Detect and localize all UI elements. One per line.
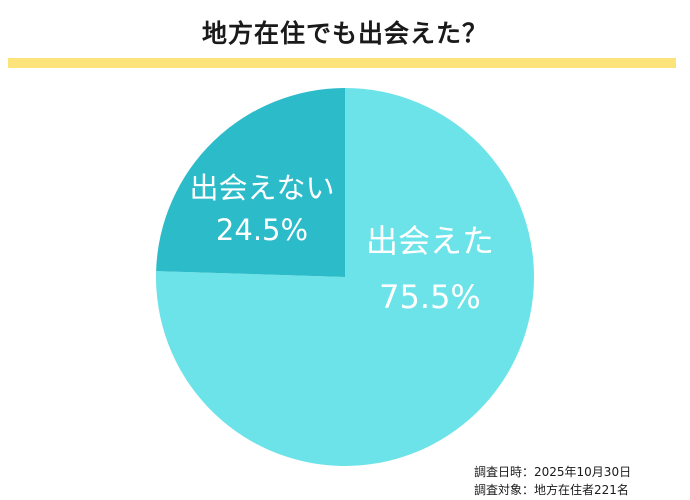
slice-value-label-1: 24.5% bbox=[216, 213, 308, 247]
survey-date-note: 調査日時：2025年10月30日 bbox=[474, 465, 632, 479]
slice-label-1: 出会えない bbox=[189, 171, 334, 205]
survey-target-note: 調査対象：地方在住者221名 bbox=[474, 483, 629, 497]
chart-title: 地方在住でも出会えた？ bbox=[201, 19, 488, 48]
title-underline-bar bbox=[8, 58, 676, 68]
slice-label-0: 出会えた bbox=[366, 222, 494, 260]
slice-value-label-0: 75.5% bbox=[379, 278, 481, 316]
pie-slice-deaenai bbox=[156, 87, 345, 277]
